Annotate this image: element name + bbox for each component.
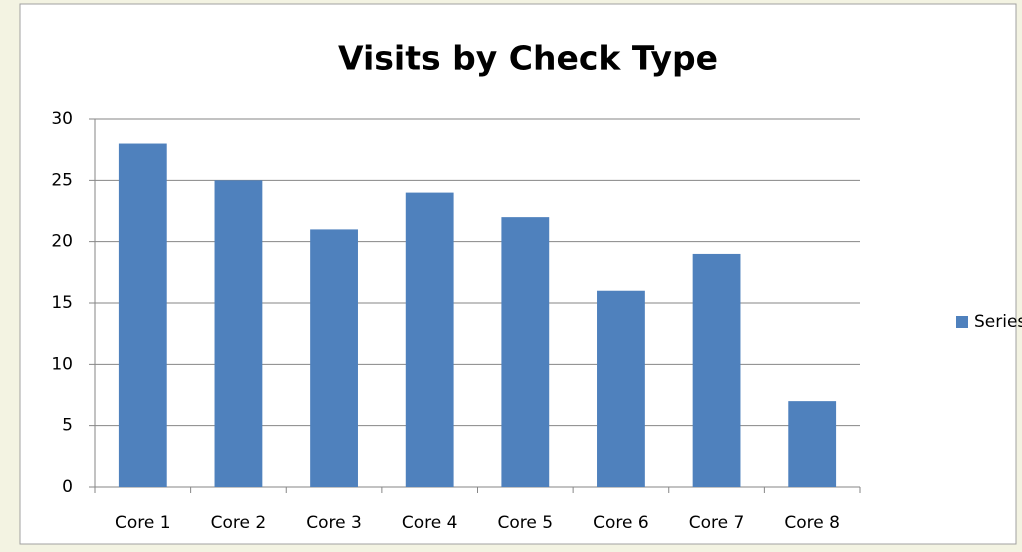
- x-tick-label: Core 6: [593, 513, 649, 533]
- y-tick-label: 30: [51, 109, 73, 129]
- bar: [405, 192, 454, 487]
- x-tick-label: Core 4: [402, 513, 458, 533]
- x-tick-label: Core 8: [784, 513, 840, 533]
- y-tick-label: 10: [51, 354, 73, 374]
- bar: [788, 401, 837, 487]
- bar: [692, 253, 741, 487]
- bar: [310, 229, 358, 487]
- legend-swatch: [956, 316, 968, 328]
- x-tick-label: Core 5: [498, 513, 554, 533]
- bar: [214, 180, 263, 488]
- y-tick-label: 0: [62, 477, 73, 497]
- x-tick-label: Core 3: [306, 513, 362, 533]
- y-tick-label: 25: [51, 170, 73, 190]
- chart-title: Visits by Check Type: [338, 39, 718, 78]
- y-tick-label: 20: [51, 232, 73, 252]
- bar: [501, 217, 550, 487]
- x-tick-label: Core 7: [689, 513, 745, 533]
- bar: [597, 290, 645, 487]
- bar: [118, 143, 167, 488]
- x-tick-label: Core 1: [115, 513, 171, 533]
- y-tick-label: 5: [62, 416, 73, 436]
- x-tick-label: Core 2: [211, 513, 267, 533]
- y-tick-label: 15: [51, 293, 73, 313]
- legend-label: Series1: [974, 312, 1022, 332]
